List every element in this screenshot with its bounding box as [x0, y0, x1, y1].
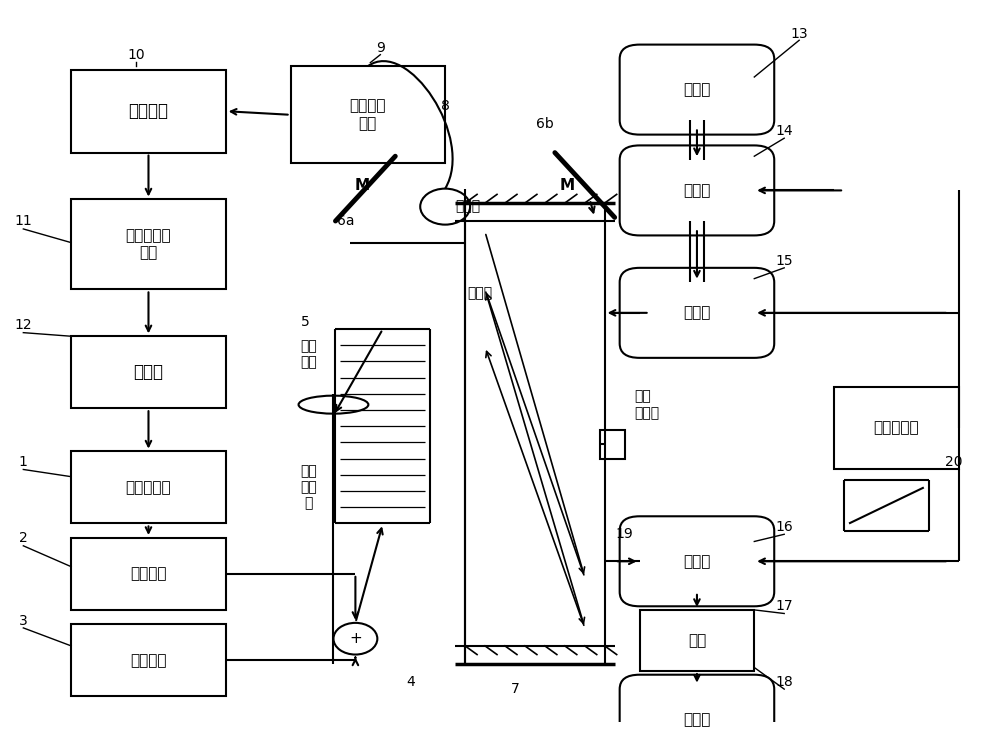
- Text: 8: 8: [441, 99, 450, 113]
- Text: 电磁阀: 电磁阀: [683, 305, 711, 320]
- Text: 19: 19: [616, 527, 634, 541]
- FancyBboxPatch shape: [620, 268, 774, 358]
- Text: 1: 1: [19, 456, 28, 469]
- Text: 信号发生器: 信号发生器: [126, 480, 171, 495]
- Text: 11: 11: [14, 214, 32, 228]
- Text: 电磁阀: 电磁阀: [683, 554, 711, 569]
- Text: 5: 5: [301, 315, 310, 329]
- Text: 6b: 6b: [536, 117, 554, 130]
- Ellipse shape: [299, 396, 368, 413]
- Text: 20: 20: [945, 456, 962, 469]
- Bar: [600, 430, 625, 459]
- Bar: [834, 386, 959, 469]
- FancyBboxPatch shape: [620, 145, 774, 235]
- Bar: [291, 66, 445, 163]
- Text: +: +: [349, 631, 362, 646]
- Bar: [71, 624, 226, 696]
- FancyBboxPatch shape: [620, 516, 774, 607]
- Text: 红外
激光
器: 红外 激光 器: [300, 464, 317, 511]
- Text: 上位机: 上位机: [133, 363, 163, 381]
- FancyBboxPatch shape: [620, 44, 774, 135]
- Text: 比例阀: 比例阀: [683, 183, 711, 198]
- Text: 12: 12: [15, 319, 32, 332]
- Text: 15: 15: [775, 254, 793, 268]
- Text: 准直
透镜: 准直 透镜: [300, 339, 317, 370]
- Text: 温度控制: 温度控制: [130, 652, 167, 668]
- Text: 9: 9: [376, 42, 385, 55]
- Text: 气压
传感器: 气压 传感器: [635, 389, 660, 420]
- Bar: [71, 200, 226, 289]
- Text: 进气口: 进气口: [683, 82, 711, 97]
- Circle shape: [420, 189, 470, 225]
- Text: 吸收池: 吸收池: [467, 286, 492, 300]
- Text: 2: 2: [19, 531, 28, 545]
- Text: M: M: [355, 178, 370, 192]
- Text: 14: 14: [775, 124, 793, 138]
- Bar: [71, 451, 226, 523]
- Text: 4: 4: [406, 675, 415, 689]
- Text: 13: 13: [790, 27, 808, 41]
- Text: 气压控制器: 气压控制器: [874, 421, 919, 435]
- Text: 16: 16: [775, 520, 793, 534]
- Text: 信号采集转
换器: 信号采集转 换器: [126, 228, 171, 261]
- Bar: [71, 70, 226, 152]
- Text: 前置滤波
放大: 前置滤波 放大: [350, 98, 386, 131]
- Text: 3: 3: [19, 614, 28, 628]
- Bar: [640, 610, 754, 671]
- Text: 17: 17: [775, 599, 793, 613]
- Circle shape: [333, 623, 377, 655]
- Text: 18: 18: [775, 675, 793, 689]
- Text: 气泵: 气泵: [688, 633, 706, 648]
- Bar: [71, 336, 226, 408]
- Bar: [71, 538, 226, 610]
- Text: 电流控制: 电流控制: [130, 566, 167, 582]
- Text: 锁相放大: 锁相放大: [128, 102, 168, 120]
- Text: M: M: [559, 178, 574, 192]
- FancyBboxPatch shape: [620, 675, 774, 729]
- Text: 10: 10: [127, 48, 145, 63]
- Text: 7: 7: [511, 682, 519, 696]
- Text: 6a: 6a: [337, 214, 354, 228]
- Text: 探测器: 探测器: [455, 200, 480, 214]
- Text: 出气口: 出气口: [683, 712, 711, 728]
